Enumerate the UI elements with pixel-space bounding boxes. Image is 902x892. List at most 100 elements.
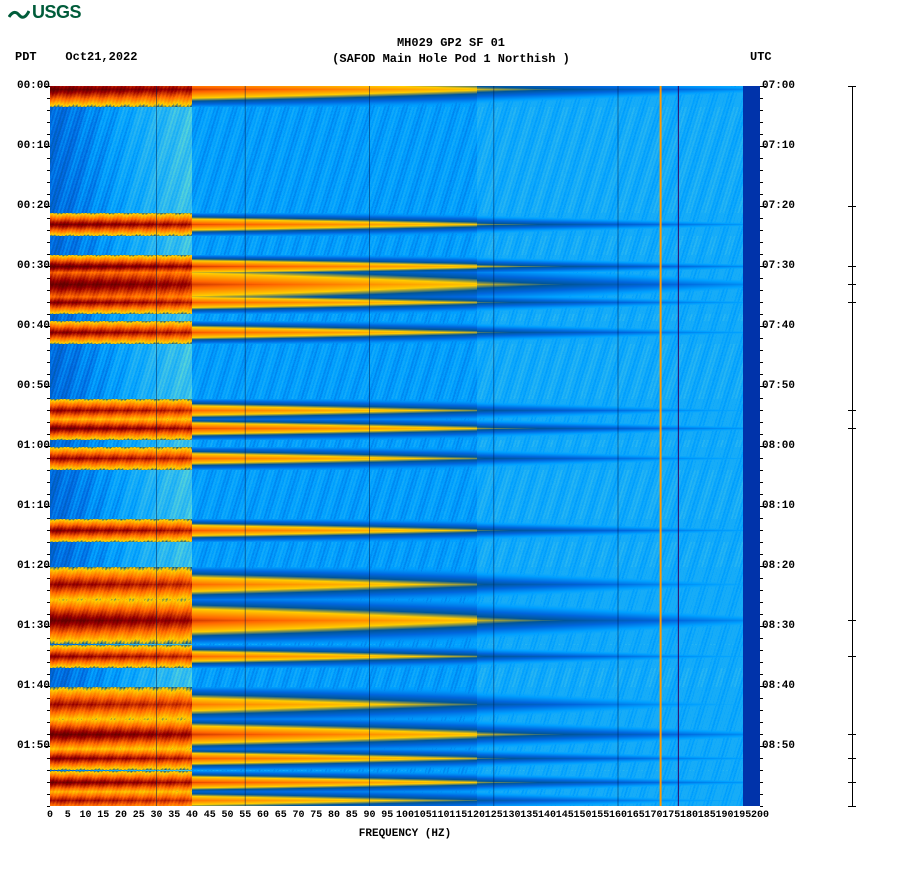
x-label: 40 — [186, 810, 198, 821]
x-label: 70 — [292, 810, 304, 821]
y-minor-tick — [47, 266, 50, 267]
x-label: 135 — [520, 810, 538, 821]
y-minor-tick — [760, 602, 763, 603]
x-label: 65 — [275, 810, 287, 821]
x-label: 170 — [644, 810, 662, 821]
y-minor-tick — [47, 686, 50, 687]
y-minor-tick — [760, 350, 763, 351]
y-minor-tick — [47, 662, 50, 663]
spectrogram-plot — [50, 86, 760, 806]
y-right-label: 08:30 — [762, 620, 795, 632]
y-minor-tick — [47, 350, 50, 351]
x-label: 140 — [538, 810, 556, 821]
x-label: 0 — [47, 810, 53, 821]
aux-tick — [848, 656, 856, 657]
y-minor-tick — [760, 122, 763, 123]
x-label: 60 — [257, 810, 269, 821]
x-label: 80 — [328, 810, 340, 821]
y-minor-tick — [47, 182, 50, 183]
y-axis-right: 07:0007:1007:2007:3007:4007:5008:0008:10… — [762, 86, 812, 806]
x-label: 190 — [715, 810, 733, 821]
x-label: 200 — [751, 810, 769, 821]
y-minor-tick — [760, 86, 763, 87]
y-minor-tick — [47, 302, 50, 303]
y-minor-tick — [47, 434, 50, 435]
y-minor-tick — [760, 494, 763, 495]
x-label: 95 — [381, 810, 393, 821]
y-minor-tick — [760, 194, 763, 195]
y-minor-tick — [47, 110, 50, 111]
y-right-label: 07:50 — [762, 380, 795, 392]
y-minor-tick — [47, 710, 50, 711]
aux-tick — [848, 206, 856, 207]
y-minor-tick — [760, 626, 763, 627]
y-minor-tick — [760, 110, 763, 111]
y-minor-tick — [760, 746, 763, 747]
y-minor-tick — [760, 590, 763, 591]
aux-axis-line — [852, 86, 853, 806]
x-label: 120 — [467, 810, 485, 821]
y-minor-tick — [47, 482, 50, 483]
aux-tick — [848, 266, 856, 267]
y-minor-tick — [760, 770, 763, 771]
y-minor-tick — [760, 314, 763, 315]
aux-tick — [848, 620, 856, 621]
y-minor-tick — [47, 506, 50, 507]
x-label: 145 — [556, 810, 574, 821]
x-label: 165 — [627, 810, 645, 821]
y-minor-tick — [760, 530, 763, 531]
x-label: 10 — [79, 810, 91, 821]
y-minor-tick — [47, 518, 50, 519]
x-label: 105 — [414, 810, 432, 821]
y-right-label: 08:00 — [762, 440, 795, 452]
y-minor-tick — [760, 398, 763, 399]
y-right-label: 08:10 — [762, 500, 795, 512]
usgs-logo: USGS — [8, 2, 81, 23]
x-label: 130 — [502, 810, 520, 821]
x-label: 185 — [698, 810, 716, 821]
y-right-label: 07:30 — [762, 260, 795, 272]
y-minor-tick — [760, 434, 763, 435]
y-minor-tick — [47, 122, 50, 123]
x-label: 85 — [346, 810, 358, 821]
y-minor-tick — [760, 614, 763, 615]
y-minor-tick — [760, 734, 763, 735]
right-timezone: UTC — [750, 50, 772, 64]
y-minor-tick — [760, 458, 763, 459]
y-minor-tick — [47, 794, 50, 795]
x-label: 115 — [449, 810, 467, 821]
y-right-label: 07:40 — [762, 320, 795, 332]
y-minor-tick — [47, 230, 50, 231]
x-label: 155 — [591, 810, 609, 821]
y-minor-tick — [47, 134, 50, 135]
y-minor-tick — [760, 362, 763, 363]
x-label: 5 — [65, 810, 71, 821]
x-label: 100 — [396, 810, 414, 821]
y-minor-tick — [760, 338, 763, 339]
aux-tick — [848, 284, 856, 285]
x-label: 20 — [115, 810, 127, 821]
y-minor-tick — [47, 650, 50, 651]
x-label: 45 — [204, 810, 216, 821]
y-minor-tick — [760, 518, 763, 519]
y-minor-tick — [760, 290, 763, 291]
y-minor-tick — [760, 326, 763, 327]
y-minor-tick — [47, 626, 50, 627]
y-minor-tick — [47, 530, 50, 531]
y-minor-tick — [760, 470, 763, 471]
x-label: 55 — [239, 810, 251, 821]
y-minor-tick — [47, 470, 50, 471]
y-minor-tick — [760, 782, 763, 783]
y-minor-tick — [47, 290, 50, 291]
y-minor-tick — [760, 170, 763, 171]
y-minor-tick — [760, 662, 763, 663]
y-minor-tick — [760, 686, 763, 687]
y-minor-tick — [760, 98, 763, 99]
y-minor-tick — [760, 710, 763, 711]
y-minor-tick — [47, 422, 50, 423]
x-label: 30 — [150, 810, 162, 821]
y-minor-tick — [47, 542, 50, 543]
x-label: 15 — [97, 810, 109, 821]
x-label: 25 — [133, 810, 145, 821]
aux-tick — [848, 410, 856, 411]
